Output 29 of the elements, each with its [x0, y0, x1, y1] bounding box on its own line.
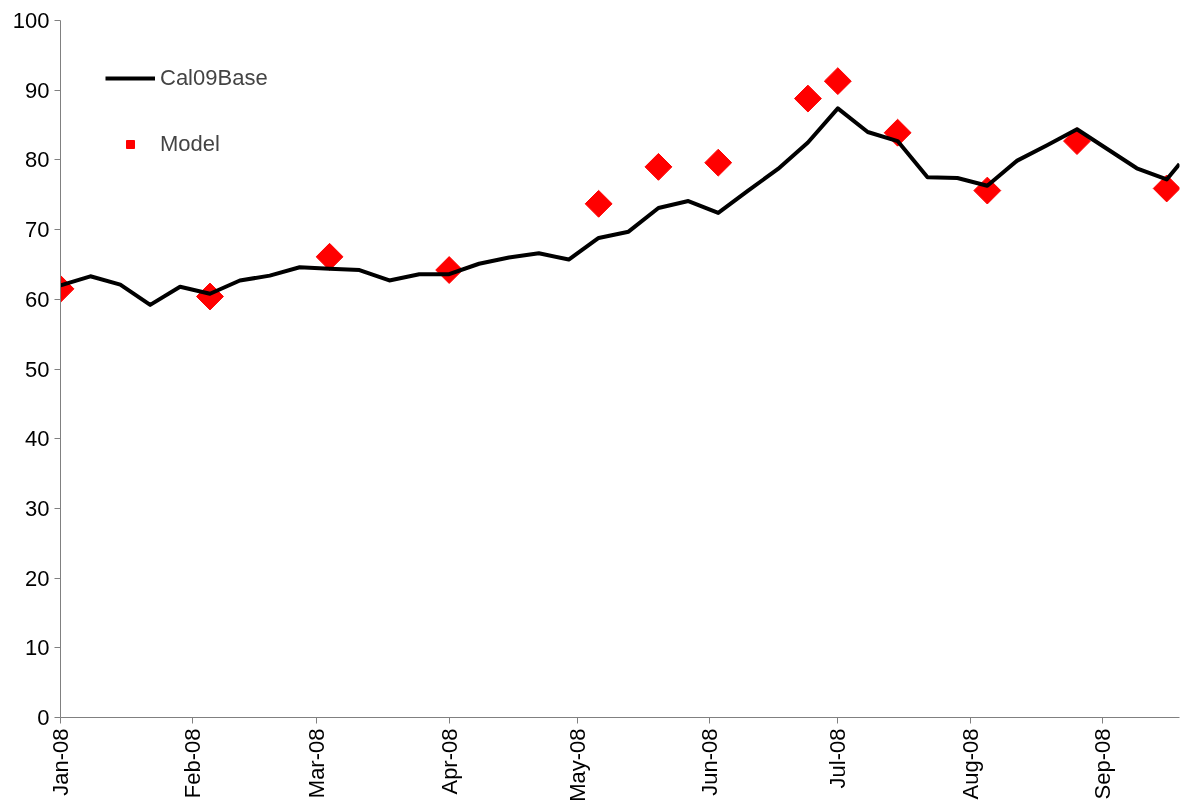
x-tick-label: Jan-08	[48, 728, 73, 796]
y-tick-label: 60	[25, 286, 50, 312]
x-tick-label: Sep-08	[1090, 728, 1116, 800]
x-tick-label: Aug-08	[957, 728, 983, 800]
y-tick-label: 30	[25, 495, 50, 521]
point	[1152, 174, 1180, 203]
y-tick-label: 20	[25, 565, 50, 591]
y-tick-label: 40	[25, 426, 50, 452]
line-series	[60, 106, 1180, 307]
y-tick-label: 50	[25, 356, 50, 382]
point	[704, 148, 733, 177]
y-tick-label: 90	[25, 77, 50, 103]
x-tick-label: Mar-08	[304, 728, 330, 799]
x-tick-label: Apr-08	[436, 728, 462, 795]
y-tick-label: 10	[25, 635, 50, 661]
x-tick-label: Jul-08	[825, 728, 851, 789]
legend-label: Cal09Base	[160, 65, 268, 91]
legend-label: Model	[160, 131, 220, 157]
point	[793, 84, 822, 113]
x-tick-label: Feb-08	[180, 728, 206, 799]
point	[584, 189, 613, 218]
point	[644, 152, 673, 181]
y-tick-label: 70	[25, 217, 50, 243]
point	[823, 67, 852, 96]
x-tick-label: Jun-08	[697, 728, 723, 796]
y-tick-label: 100	[12, 8, 50, 33]
x-tick-label: May-08	[564, 728, 590, 802]
y-tick-label: 80	[25, 147, 50, 173]
y-tick-label: 0	[37, 705, 50, 730]
